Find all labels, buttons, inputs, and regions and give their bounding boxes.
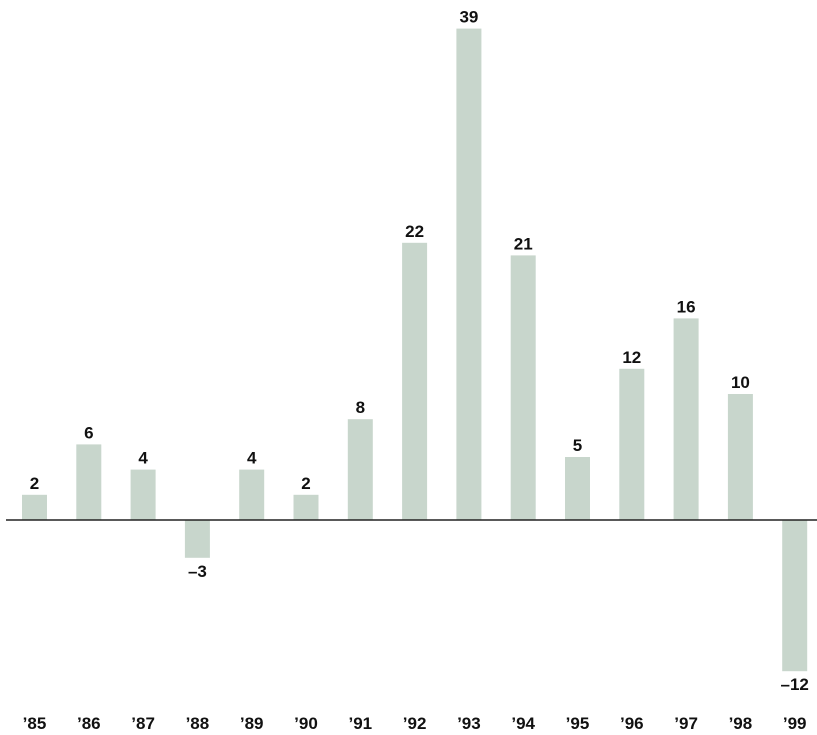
value-label-10: 5 bbox=[573, 436, 582, 455]
bar-4 bbox=[239, 469, 265, 520]
category-label-13: ’98 bbox=[729, 714, 753, 733]
bar-9 bbox=[510, 255, 536, 520]
value-label-2: 4 bbox=[138, 449, 148, 468]
value-label-12: 16 bbox=[677, 297, 696, 316]
value-label-13: 10 bbox=[731, 373, 750, 392]
category-label-4: ’89 bbox=[240, 714, 264, 733]
bars-group bbox=[22, 28, 808, 672]
bar-7 bbox=[402, 242, 428, 521]
bar-8 bbox=[456, 28, 482, 520]
value-label-1: 6 bbox=[84, 423, 93, 442]
category-labels-group: ’85 ’86 ’87 ’88 ’89 ’90 ’91 ’92 ’93 ’94 ’95 ’96 ’97 ’… bbox=[23, 714, 807, 733]
category-label-7: ’92 bbox=[403, 714, 427, 733]
bar-0 bbox=[22, 494, 47, 520]
category-label-2: ’87 bbox=[131, 714, 155, 733]
bar-11 bbox=[619, 368, 645, 520]
value-label-11: 12 bbox=[622, 348, 641, 367]
category-label-12: ’97 bbox=[674, 714, 698, 733]
value-label-7: 22 bbox=[405, 222, 424, 241]
value-label-8: 39 bbox=[459, 8, 478, 27]
value-label-9: 21 bbox=[514, 234, 533, 253]
value-label-5: 2 bbox=[301, 474, 310, 493]
bar-14 bbox=[782, 520, 808, 672]
category-label-1: ’86 bbox=[77, 714, 101, 733]
value-label-4: 4 bbox=[247, 449, 257, 468]
bar-13 bbox=[727, 394, 753, 520]
category-label-6: ’91 bbox=[348, 714, 372, 733]
value-labels-group: 2 6 4 –3 4 2 8 22 39 21 5 12 16 10 –12 bbox=[30, 8, 809, 695]
category-label-5: ’90 bbox=[294, 714, 318, 733]
category-label-10: ’95 bbox=[566, 714, 590, 733]
category-label-11: ’96 bbox=[620, 714, 644, 733]
bar-10 bbox=[565, 457, 590, 520]
bar-1 bbox=[76, 444, 102, 520]
category-label-0: ’85 bbox=[23, 714, 47, 733]
category-label-3: ’88 bbox=[186, 714, 210, 733]
value-label-0: 2 bbox=[30, 474, 39, 493]
bar-2 bbox=[130, 469, 156, 520]
category-label-8: ’93 bbox=[457, 714, 481, 733]
bar-12 bbox=[673, 318, 699, 520]
value-label-3: –3 bbox=[188, 562, 207, 581]
value-label-6: 8 bbox=[356, 398, 365, 417]
bar-6 bbox=[347, 419, 373, 520]
bar-5 bbox=[293, 494, 319, 520]
category-label-9: ’94 bbox=[511, 714, 535, 733]
category-label-14: ’99 bbox=[783, 714, 807, 733]
value-label-14: –12 bbox=[781, 675, 809, 694]
bar-3 bbox=[184, 520, 210, 558]
